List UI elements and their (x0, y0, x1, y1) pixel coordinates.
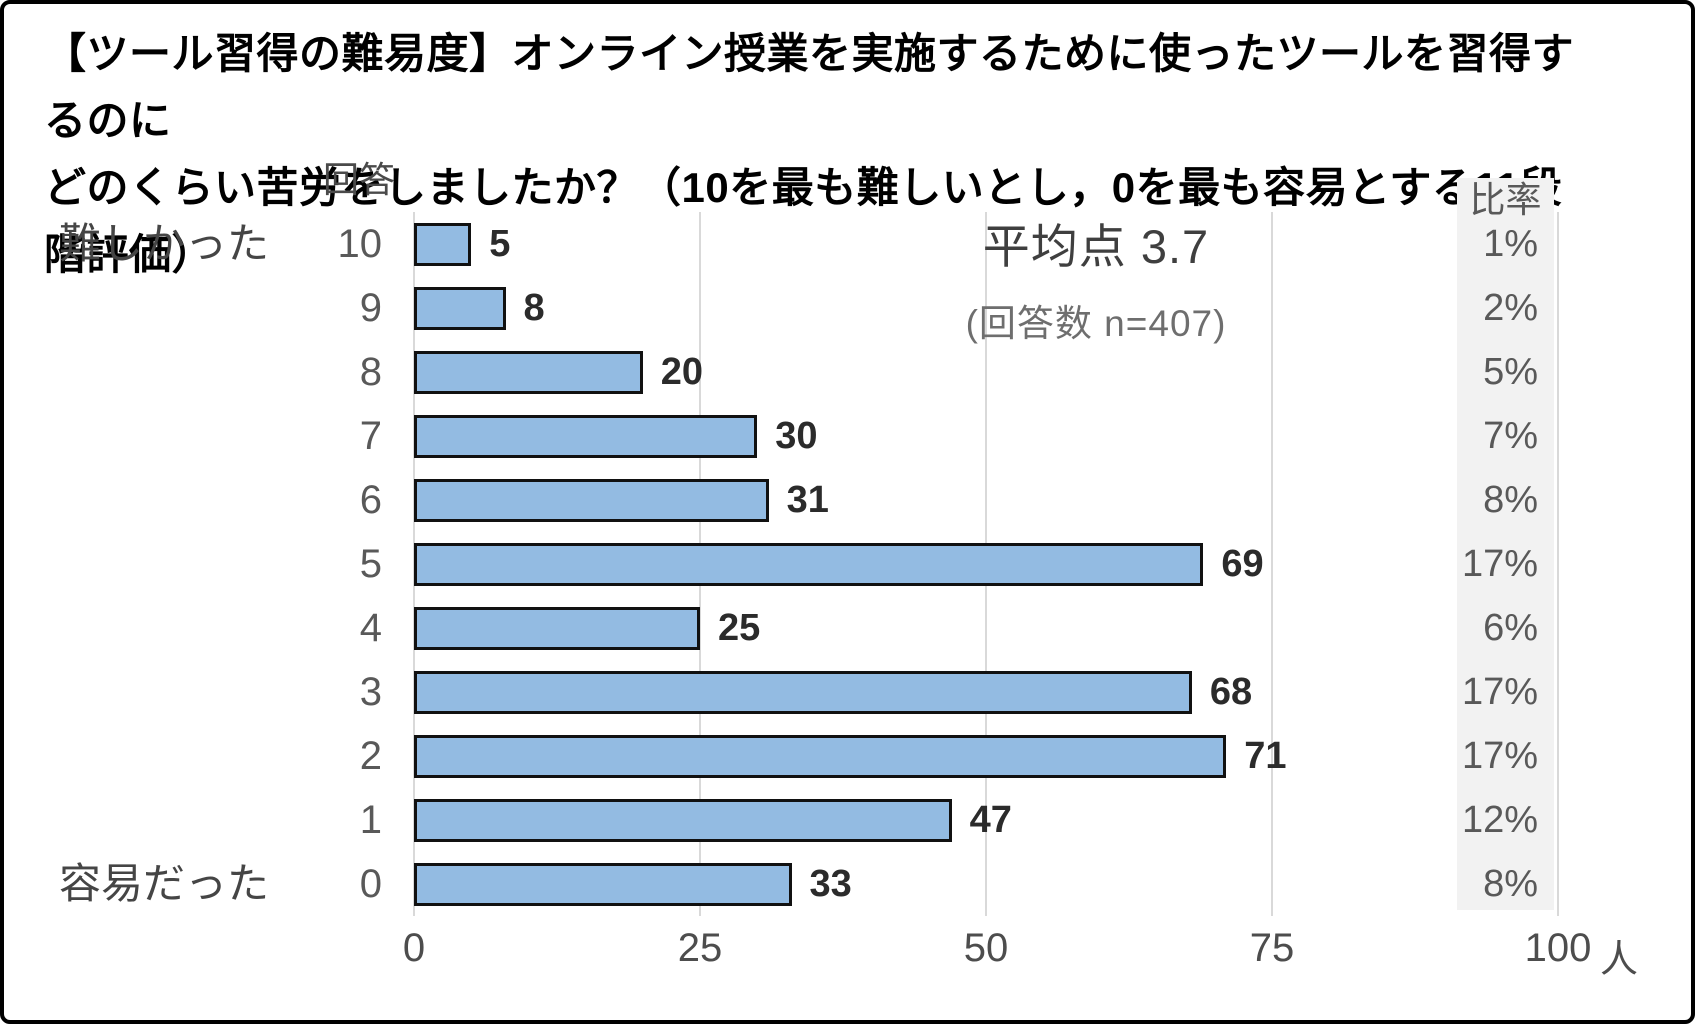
bar-row-3: 68 17% (414, 660, 1558, 724)
axis-side-label-difficult: 難しかった (59, 220, 270, 267)
bar-1 (414, 798, 952, 842)
bar-rows: 5 1% 8 2% 20 5% 30 7% 31 8% 69 17% 25 6% 68 17% 71 17% 47 1… (414, 212, 1558, 916)
bar-value-label-6: 31 (786, 478, 829, 521)
bar-value-label-4: 25 (718, 606, 761, 649)
bar-0 (414, 862, 792, 906)
bar-value-label-10: 5 (489, 222, 511, 265)
bar-9 (414, 286, 506, 330)
bar-4 (414, 606, 700, 650)
bar-row-10: 5 1% (414, 212, 1558, 276)
category-label-2: 2 (359, 734, 382, 778)
category-label-5: 5 (359, 542, 382, 586)
x-tick-25: 25 (677, 926, 723, 970)
bar-value-label-9: 8 (523, 286, 545, 329)
bar-row-6: 31 8% (414, 468, 1558, 532)
bar-2 (414, 734, 1227, 778)
category-axis-header: 回答 (322, 159, 395, 200)
ratio-label-5: 17% (1461, 542, 1538, 585)
bar-row-8: 20 5% (414, 340, 1558, 404)
ratio-label-3: 17% (1461, 670, 1538, 713)
category-label-7: 7 (359, 414, 382, 458)
bar-row-5: 69 17% (414, 532, 1558, 596)
bar-row-1: 47 12% (414, 788, 1558, 852)
bar-row-4: 25 6% (414, 596, 1558, 660)
axis-side-label-easy: 容易だった (59, 860, 270, 907)
chart-title: 【ツール習得の難易度】オンライン授業を実施するために使ったツールを習得するのに … (44, 20, 1604, 288)
category-label-0: 0 (359, 862, 382, 906)
category-axis: 10 9 8 7 6 5 4 3 2 1 0 (244, 212, 383, 916)
average-score-text: 平均点 3.7 (982, 220, 1210, 273)
bar-row-2: 71 17% (414, 724, 1558, 788)
x-tick-0: 0 (402, 926, 426, 970)
bar-row-7: 30 7% (414, 404, 1558, 468)
category-label-1: 1 (359, 798, 382, 842)
x-axis: 人 0 25 50 75 100 (403, 926, 1638, 981)
chart-title-line2: どのくらい苦労をしましたか？（10を最も難しいとし，0を最も容易とする11段階評… (44, 164, 1563, 278)
bar-value-label-2: 71 (1244, 734, 1287, 777)
respondent-count-text: (回答数 n=407) (965, 303, 1227, 344)
ratio-label-2: 17% (1461, 734, 1538, 777)
bar-value-label-5: 69 (1221, 542, 1264, 585)
gridline-100 (1557, 212, 1559, 916)
x-axis-unit-label: 人 (1600, 939, 1639, 981)
bar-6 (414, 478, 769, 522)
category-label-3: 3 (359, 670, 382, 714)
bar-10 (414, 222, 472, 266)
bar-value-label-0: 33 (809, 862, 852, 905)
x-tick-75: 75 (1249, 926, 1295, 970)
bar-5 (414, 542, 1204, 586)
ratio-label-6: 8% (1483, 478, 1538, 521)
category-label-6: 6 (359, 478, 382, 522)
average-annotation: 平均点 3.7 (回答数 n=407) (966, 208, 1227, 347)
bar-value-label-3: 68 (1209, 670, 1253, 713)
category-label-8: 8 (359, 350, 382, 394)
bar-row-9: 8 2% (414, 276, 1558, 340)
bar-value-label-1: 47 (969, 798, 1012, 841)
ratio-label-10: 1% (1483, 222, 1538, 265)
bar-row-0: 33 8% (414, 852, 1558, 916)
bar-7 (414, 414, 758, 458)
ratio-column-band: 比率 (1457, 178, 1554, 910)
bar-value-label-7: 30 (775, 414, 818, 457)
ratio-label-8: 5% (1483, 350, 1538, 393)
ratio-column-header: 比率 (1469, 179, 1542, 220)
bar-value-label-8: 20 (660, 350, 704, 393)
ratio-label-7: 7% (1483, 414, 1538, 457)
ratio-label-1: 12% (1461, 798, 1538, 841)
bar-8 (414, 350, 643, 394)
category-label-4: 4 (359, 606, 382, 650)
bar-3 (414, 670, 1192, 714)
ratio-label-9: 2% (1483, 286, 1538, 329)
x-tick-100: 100 (1524, 926, 1592, 970)
x-tick-50: 50 (963, 926, 1009, 970)
category-label-9: 9 (359, 286, 382, 330)
category-label-10: 10 (337, 222, 383, 266)
ratio-label-0: 8% (1483, 862, 1538, 905)
gridline-75 (1271, 212, 1273, 916)
plot-area: 比率 5 1% 8 2% 20 5% 30 7% 31 8% 69 17% 25 6% 68 17% 71 17%… (413, 178, 1559, 916)
chart-title-line1: 【ツール習得の難易度】オンライン授業を実施するために使ったツールを習得するのに (44, 30, 1575, 144)
ratio-label-4: 6% (1483, 606, 1538, 649)
